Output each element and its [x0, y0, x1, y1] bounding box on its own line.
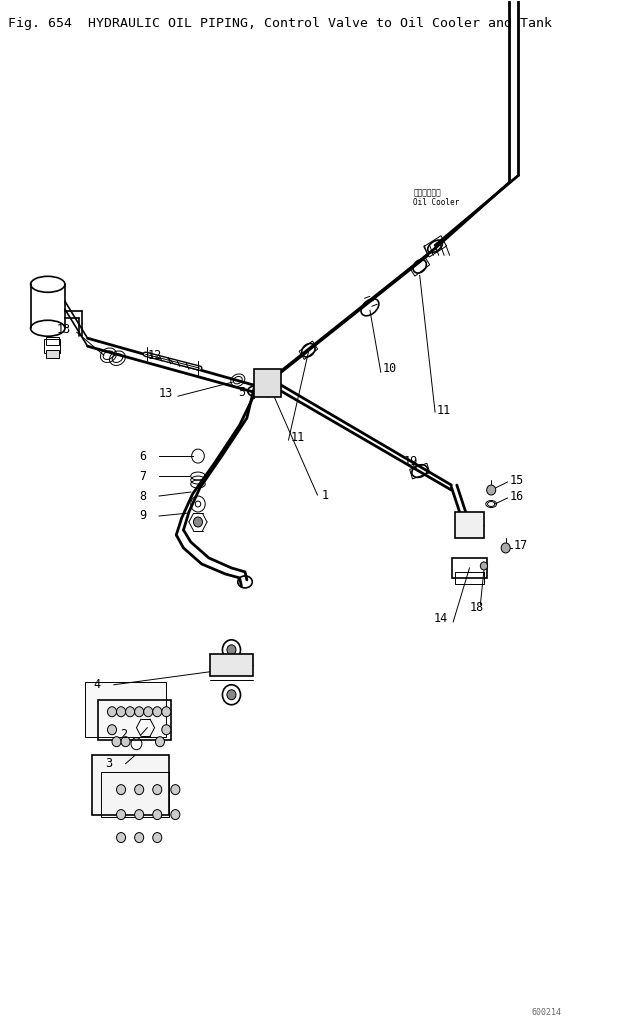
- Text: Oil Cooler: Oil Cooler: [413, 198, 460, 207]
- Text: 7: 7: [139, 469, 146, 483]
- Bar: [98, 700, 171, 740]
- Bar: [254, 369, 281, 397]
- Text: 8: 8: [139, 490, 146, 502]
- Circle shape: [162, 707, 171, 717]
- Text: 16: 16: [509, 490, 524, 502]
- Bar: [101, 772, 169, 817]
- Circle shape: [108, 707, 117, 717]
- Text: 6: 6: [139, 450, 146, 463]
- Text: 18: 18: [470, 601, 484, 614]
- Text: 1: 1: [322, 489, 329, 501]
- Text: 19: 19: [403, 455, 418, 467]
- Bar: [44, 340, 60, 353]
- Bar: [210, 653, 253, 676]
- Circle shape: [134, 810, 144, 819]
- Bar: [410, 256, 430, 276]
- Text: 2: 2: [120, 729, 127, 741]
- Text: オイルクーラ: オイルクーラ: [413, 188, 441, 197]
- Circle shape: [126, 707, 134, 717]
- Circle shape: [153, 832, 162, 843]
- Text: 15: 15: [509, 473, 524, 487]
- Text: Fig. 654  HYDRAULIC OIL PIPING, Control Valve to Oil Cooler and Tank: Fig. 654 HYDRAULIC OIL PIPING, Control V…: [8, 16, 552, 30]
- Circle shape: [171, 785, 180, 794]
- Circle shape: [193, 517, 202, 527]
- Bar: [92, 754, 169, 815]
- Circle shape: [108, 724, 117, 735]
- Circle shape: [481, 562, 488, 570]
- Bar: [452, 558, 487, 578]
- Circle shape: [153, 810, 162, 819]
- Circle shape: [134, 785, 144, 794]
- Circle shape: [155, 737, 164, 747]
- Circle shape: [121, 737, 130, 747]
- Circle shape: [153, 785, 162, 794]
- Circle shape: [227, 689, 236, 700]
- Circle shape: [117, 810, 126, 819]
- Text: 13: 13: [57, 323, 71, 335]
- Text: 5: 5: [238, 386, 245, 398]
- Text: 4: 4: [93, 678, 100, 691]
- Circle shape: [134, 707, 144, 717]
- Circle shape: [227, 645, 236, 654]
- Circle shape: [112, 737, 121, 747]
- Bar: [85, 682, 166, 737]
- Text: 11: 11: [290, 430, 304, 443]
- Circle shape: [162, 724, 171, 735]
- Circle shape: [117, 785, 126, 794]
- Bar: [46, 338, 58, 345]
- Bar: [410, 463, 430, 478]
- Text: 3: 3: [105, 757, 112, 770]
- Bar: [424, 236, 446, 257]
- Circle shape: [144, 707, 153, 717]
- Circle shape: [487, 485, 496, 495]
- Text: 14: 14: [433, 612, 448, 626]
- Bar: [299, 341, 318, 359]
- Text: 11: 11: [437, 403, 451, 417]
- Circle shape: [501, 543, 510, 553]
- Circle shape: [153, 707, 162, 717]
- Bar: [455, 572, 484, 583]
- Circle shape: [117, 832, 126, 843]
- Circle shape: [171, 810, 180, 819]
- Text: 12: 12: [147, 349, 162, 362]
- Text: 10: 10: [382, 362, 397, 375]
- Text: 17: 17: [514, 539, 528, 553]
- Text: 9: 9: [139, 509, 146, 523]
- Text: 600214: 600214: [532, 1008, 562, 1018]
- Text: 13: 13: [158, 387, 172, 399]
- Circle shape: [117, 707, 126, 717]
- Bar: [46, 350, 58, 358]
- Bar: [455, 512, 484, 538]
- Circle shape: [134, 832, 144, 843]
